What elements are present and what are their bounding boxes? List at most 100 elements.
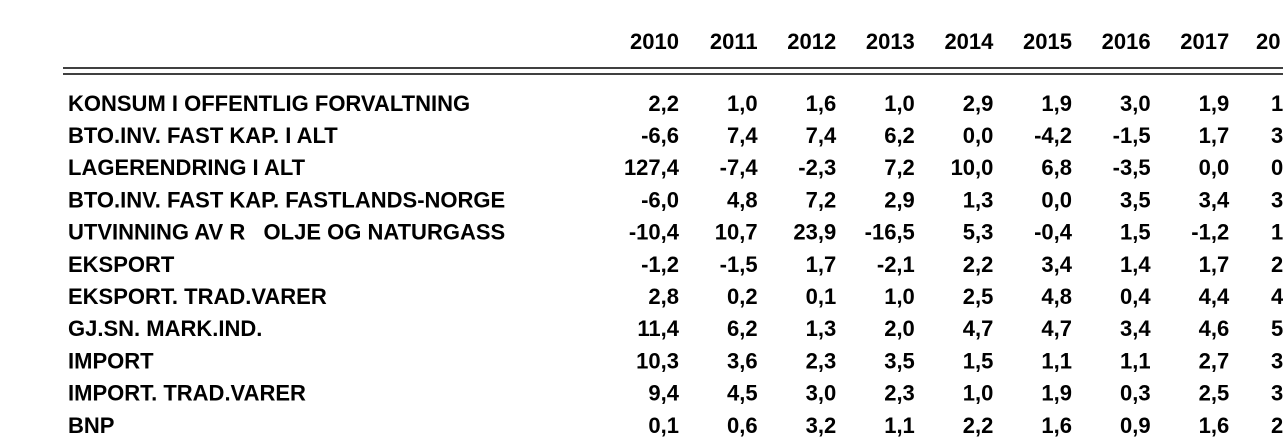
cell: 10,7 bbox=[715, 220, 758, 245]
cell: 4,7 bbox=[963, 316, 994, 341]
row-label: BTO.INV. FAST KAP. FASTLANDS-NORGE bbox=[68, 187, 505, 212]
column-header: 2017 bbox=[1180, 29, 1229, 54]
cell: 2,3 bbox=[884, 381, 915, 406]
cell: -1,5 bbox=[1113, 123, 1151, 148]
cell: 4,8 bbox=[727, 187, 758, 212]
cell: 1,1 bbox=[1120, 348, 1151, 373]
cell: -3,5 bbox=[1113, 155, 1151, 180]
cell: 1,1 bbox=[884, 413, 915, 438]
cell: -6,0 bbox=[641, 187, 679, 212]
cell: -0,4 bbox=[1034, 220, 1073, 245]
row-label: GJ.SN. MARK.IND. bbox=[68, 316, 262, 341]
row-label: EKSPORT bbox=[68, 252, 175, 277]
cell: 1,9 bbox=[1199, 91, 1230, 116]
cell: 1 bbox=[1271, 220, 1283, 245]
cell: 4,4 bbox=[1199, 284, 1230, 309]
cell: 3,0 bbox=[806, 381, 837, 406]
cell: 3,5 bbox=[884, 348, 915, 373]
cell: 10,0 bbox=[951, 155, 994, 180]
cell: 1,9 bbox=[1041, 381, 1072, 406]
cell: 7,2 bbox=[806, 187, 837, 212]
cell: 1,6 bbox=[1041, 413, 1072, 438]
cell: 1,6 bbox=[806, 91, 837, 116]
cell: 0 bbox=[1271, 155, 1283, 180]
cell: 4 bbox=[1271, 284, 1283, 309]
row-label: EKSPORT. TRAD.VARER bbox=[68, 284, 327, 309]
cell: 6,2 bbox=[884, 123, 915, 148]
cell: 2,5 bbox=[1199, 381, 1230, 406]
cell: 1,7 bbox=[1199, 252, 1230, 277]
row-label: UTVINNING AV R OLJE OG NATURGASS bbox=[68, 220, 505, 245]
cell: 11,4 bbox=[637, 316, 679, 341]
cell: 7,2 bbox=[884, 155, 915, 180]
cell: -16,5 bbox=[865, 220, 915, 245]
cell: 0,4 bbox=[1120, 284, 1151, 309]
cell: 0,3 bbox=[1120, 381, 1151, 406]
cell: 1,5 bbox=[1120, 220, 1151, 245]
cell: -2,3 bbox=[798, 155, 836, 180]
cell: -1,2 bbox=[1191, 220, 1229, 245]
column-header: 2013 bbox=[866, 29, 915, 54]
cell: 4,5 bbox=[727, 381, 758, 406]
row-label: IMPORT bbox=[68, 348, 154, 373]
cell: 10,3 bbox=[636, 348, 679, 373]
cell: 1,7 bbox=[806, 252, 837, 277]
cell: 2,9 bbox=[963, 91, 994, 116]
cell: 2,9 bbox=[884, 187, 915, 212]
cell: 2,2 bbox=[648, 91, 679, 116]
cell: 1,5 bbox=[963, 348, 994, 373]
cell: 4,8 bbox=[1041, 284, 1072, 309]
row-label: BNP bbox=[68, 413, 114, 438]
cell: -7,4 bbox=[720, 155, 759, 180]
cell: 1,7 bbox=[1199, 123, 1230, 148]
cell: -4,2 bbox=[1034, 123, 1072, 148]
cell: 9,4 bbox=[648, 381, 679, 406]
cell: 2,2 bbox=[963, 252, 994, 277]
cell: 6,8 bbox=[1041, 155, 1072, 180]
row-label: BTO.INV. FAST KAP. I ALT bbox=[68, 123, 338, 148]
cell: -2,1 bbox=[877, 252, 915, 277]
cell: 5 bbox=[1271, 316, 1283, 341]
cell: 3,5 bbox=[1120, 187, 1151, 212]
cell: 0,0 bbox=[963, 123, 994, 148]
row-label: IMPORT. TRAD.VARER bbox=[68, 381, 306, 406]
cell: 1,1 bbox=[1041, 348, 1072, 373]
cell: -10,4 bbox=[629, 220, 680, 245]
cell: 1,0 bbox=[884, 91, 915, 116]
cell: 1,4 bbox=[1120, 252, 1151, 277]
cell: 3 bbox=[1271, 187, 1283, 212]
cell: 1,3 bbox=[806, 316, 837, 341]
cell: 1,3 bbox=[963, 187, 994, 212]
column-header: 2016 bbox=[1102, 29, 1151, 54]
cell: 0,9 bbox=[1120, 413, 1151, 438]
cell: 7,4 bbox=[806, 123, 837, 148]
cell: 1,0 bbox=[727, 91, 758, 116]
cell: 3,6 bbox=[727, 348, 758, 373]
cell: 2,3 bbox=[806, 348, 837, 373]
cell: 1,9 bbox=[1041, 91, 1072, 116]
cell: 3 bbox=[1271, 348, 1283, 373]
cell: 23,9 bbox=[793, 220, 836, 245]
cell: -1,5 bbox=[720, 252, 758, 277]
cell: 0,0 bbox=[1041, 187, 1072, 212]
cell: 1 bbox=[1271, 91, 1283, 116]
cell: 1,0 bbox=[884, 284, 915, 309]
cell: 3 bbox=[1271, 381, 1283, 406]
column-header: 20 bbox=[1256, 29, 1280, 54]
cell: 2 bbox=[1271, 252, 1283, 277]
cell: 7,4 bbox=[727, 123, 758, 148]
cell: 0,2 bbox=[727, 284, 758, 309]
row-label: LAGERENDRING I ALT bbox=[68, 155, 306, 180]
column-header: 2015 bbox=[1023, 29, 1072, 54]
cell: 2 bbox=[1271, 413, 1283, 438]
cell: -6,6 bbox=[641, 123, 679, 148]
cell: 4,7 bbox=[1041, 316, 1072, 341]
cell: 6,2 bbox=[727, 316, 758, 341]
cell: 3,4 bbox=[1199, 187, 1230, 212]
cell: 1,6 bbox=[1199, 413, 1230, 438]
cell: 127,4 bbox=[624, 155, 680, 180]
cell: 3,4 bbox=[1041, 252, 1072, 277]
cell: 1,0 bbox=[963, 381, 994, 406]
